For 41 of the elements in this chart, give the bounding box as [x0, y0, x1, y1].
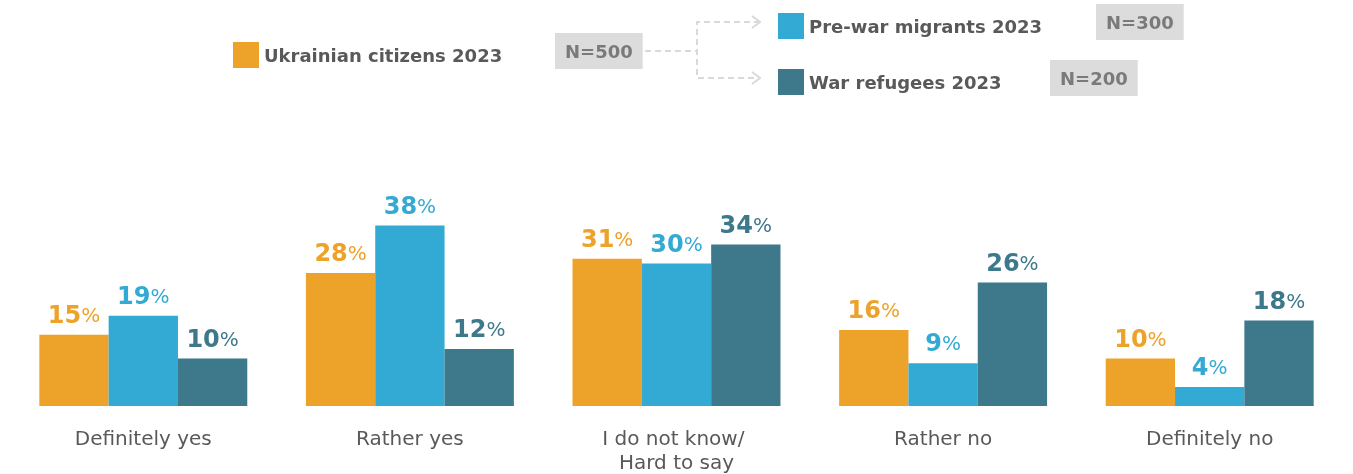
data-label: 28% — [314, 239, 367, 267]
bar — [641, 263, 712, 406]
bar — [305, 273, 376, 406]
text: N=500 — [565, 40, 633, 62]
data-label: 34% — [719, 210, 773, 239]
x-tick-label: Rather yes — [356, 426, 464, 450]
legend-label: Pre-war migrants 2023 — [809, 15, 1042, 37]
data-label: 30% — [650, 229, 703, 258]
bar — [39, 334, 109, 406]
text: N=200 — [1060, 67, 1128, 89]
bar — [177, 358, 248, 406]
data-label: 10% — [186, 324, 239, 353]
text: N=300 — [1106, 11, 1174, 33]
data-label: 16% — [847, 296, 900, 324]
x-tick-label: Definitely yes — [74, 426, 212, 450]
data-label: 18% — [1252, 286, 1306, 315]
bar — [1175, 387, 1245, 406]
data-label: 26% — [986, 248, 1039, 277]
bar — [572, 258, 642, 406]
data-label: 19% — [117, 281, 170, 310]
bar — [839, 330, 909, 406]
bar — [908, 363, 978, 406]
data-label: 31% — [580, 224, 634, 253]
x-tick-label: I do not know/ Hard to say — [602, 426, 751, 474]
data-label: 15% — [47, 300, 101, 329]
data-label: 10% — [1114, 324, 1167, 353]
legend-label: Ukrainian citizens 2023 — [264, 44, 503, 66]
x-tick-label: Rather no — [894, 426, 993, 450]
data-label: 12% — [453, 315, 506, 343]
bar — [1244, 320, 1314, 406]
data-label: 9% — [925, 329, 961, 358]
bar — [711, 244, 781, 406]
legend-label: War refugees 2023 — [809, 71, 1002, 93]
bar — [444, 349, 514, 406]
data-label: 4% — [1191, 353, 1228, 381]
data-label: 38% — [383, 191, 437, 220]
bar — [108, 315, 178, 406]
bar — [977, 282, 1048, 406]
bar — [375, 225, 445, 406]
x-tick-label: Definitely no — [1146, 426, 1274, 450]
bar — [1105, 358, 1176, 406]
